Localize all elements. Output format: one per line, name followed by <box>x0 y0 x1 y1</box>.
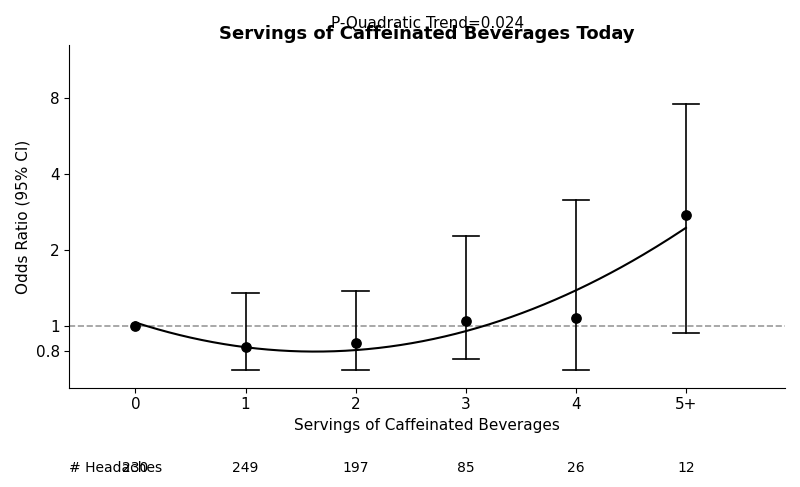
Point <box>679 211 692 219</box>
X-axis label: Servings of Caffeinated Beverages: Servings of Caffeinated Beverages <box>294 418 560 433</box>
Point <box>570 314 582 321</box>
Text: # Headaches: # Headaches <box>70 461 162 474</box>
Text: 230: 230 <box>122 461 149 474</box>
Text: 85: 85 <box>457 461 474 474</box>
Text: 12: 12 <box>677 461 694 474</box>
Y-axis label: Odds Ratio (95% CI): Odds Ratio (95% CI) <box>15 139 30 294</box>
Point <box>459 317 472 325</box>
Text: 249: 249 <box>232 461 258 474</box>
Text: 26: 26 <box>567 461 585 474</box>
Point <box>129 322 142 330</box>
Title: Servings of Caffeinated Beverages Today: Servings of Caffeinated Beverages Today <box>219 25 635 43</box>
Point <box>350 339 362 347</box>
Text: 197: 197 <box>342 461 369 474</box>
Text: P-Quadratic Trend=0.024: P-Quadratic Trend=0.024 <box>330 16 524 31</box>
Point <box>239 343 252 351</box>
